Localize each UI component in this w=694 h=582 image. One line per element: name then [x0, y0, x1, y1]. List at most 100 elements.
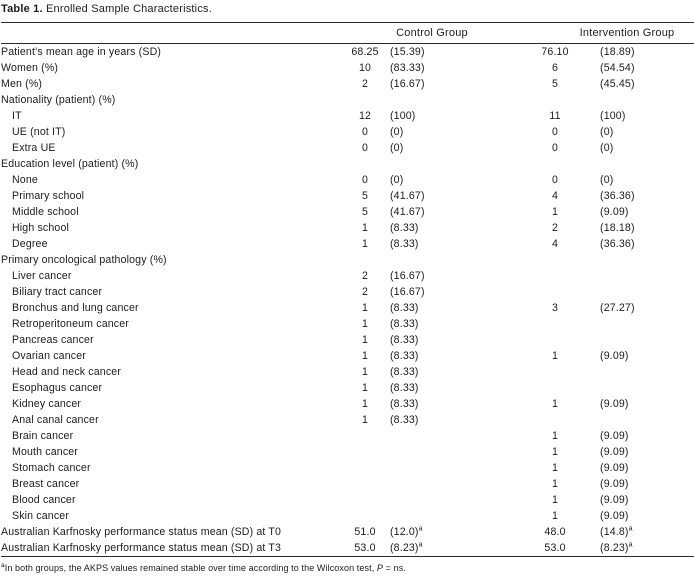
intervention-group-header: Intervention Group [510, 22, 694, 44]
cell-n1: 1 [361, 382, 369, 394]
row-label: IT [12, 110, 22, 122]
footnote-stat-symbol: P [376, 563, 384, 573]
cell-n2 [510, 252, 600, 268]
row-label: Primary oncological pathology (%) [1, 254, 167, 266]
cell-n1 [340, 92, 390, 108]
cell-p1: (8.33) [390, 350, 419, 362]
cell-n1 [340, 508, 390, 524]
cell-n1: 1 [361, 334, 369, 346]
row-label: Blood cancer [12, 494, 76, 506]
cell-n2: 76.10 [541, 46, 569, 58]
cell-p2 [600, 380, 694, 396]
cell-p2: (36.36) [600, 238, 635, 250]
cell-n2: 1 [551, 398, 559, 410]
cell-p1 [390, 476, 510, 492]
cell-n1 [340, 428, 390, 444]
cell-p1: (8.33) [390, 414, 419, 426]
row-label: Esophagus cancer [12, 382, 103, 394]
row-label: Biliary tract cancer [12, 286, 103, 298]
row-label: Men (%) [1, 78, 43, 90]
cell-n2: 0 [551, 126, 559, 138]
table-row: Australian Karfnosky performance status … [1, 540, 694, 557]
cell-n2 [510, 92, 600, 108]
row-label: None [12, 174, 38, 186]
cell-p1: (0) [390, 174, 404, 186]
row-label: Anal canal cancer [12, 414, 99, 426]
cell-n2: 5 [551, 78, 559, 90]
cell-p2 [600, 412, 694, 428]
cell-p1 [390, 428, 510, 444]
cell-p2: (0) [600, 142, 614, 154]
cell-n2 [510, 284, 600, 300]
cell-p1 [390, 444, 510, 460]
cell-p1: (83.33) [390, 62, 425, 74]
table-row: Degree 1 (8.33) 4 (36.36) [1, 236, 694, 252]
row-label: Women (%) [1, 62, 59, 74]
cell-p1 [390, 508, 510, 524]
row-label: Middle school [12, 206, 79, 218]
cell-p2: (9.09) [600, 478, 629, 490]
row-label: Head and neck cancer [12, 366, 122, 378]
table-row: Blood cancer 1 (9.09) [1, 492, 694, 508]
cell-p1: (41.67) [390, 190, 425, 202]
footnote-marker: a [628, 525, 633, 533]
cell-p1: (12.0)a [390, 525, 423, 538]
row-label: Degree [12, 238, 48, 250]
cell-p1: (100) [390, 110, 416, 122]
cell-n2 [510, 364, 600, 380]
footnote-marker: a [418, 541, 423, 549]
cell-p1: (8.33) [390, 302, 419, 314]
cell-p2 [600, 316, 694, 332]
row-label: Kidney cancer [12, 398, 82, 410]
cell-p2: (0) [600, 174, 614, 186]
cell-p1: (8.23)a [390, 541, 423, 554]
cell-n1: 5 [361, 206, 369, 218]
cell-n1: 2 [361, 78, 369, 90]
table-row: Biliary tract cancer 2 (16.67) [1, 284, 694, 300]
table-row: Skin cancer 1 (9.09) [1, 508, 694, 524]
cell-n2: 0 [551, 142, 559, 154]
cell-p1: (0) [390, 126, 404, 138]
cell-n1: 2 [361, 286, 369, 298]
cell-n2: 1 [551, 206, 559, 218]
table-row: Australian Karfnosky performance status … [1, 524, 694, 540]
cell-p1: (16.67) [390, 286, 425, 298]
cell-p1: (41.67) [390, 206, 425, 218]
cell-n1: 1 [361, 238, 369, 250]
cell-n1: 1 [361, 398, 369, 410]
cell-p1: (8.33) [390, 382, 419, 394]
table-row: Patient’s mean age in years (SD) 68.25 (15… [1, 44, 694, 61]
enrolled-sample-table: Control Group Intervention Group Patient… [1, 22, 694, 557]
cell-p2: (9.09) [600, 430, 629, 442]
cell-p1 [390, 252, 510, 268]
table-title: Table 1. Enrolled Sample Characteristics… [1, 3, 694, 15]
cell-p2: (9.09) [600, 494, 629, 506]
table-row: Mouth cancer 1 (9.09) [1, 444, 694, 460]
cell-p1 [390, 156, 510, 172]
cell-n2: 1 [551, 478, 559, 490]
cell-p2: (14.8)a [600, 525, 633, 538]
row-label: Ovarian cancer [12, 350, 86, 362]
footnote-text: In both groups, the AKPS values remained… [4, 563, 377, 573]
row-label: Education level (patient) (%) [1, 158, 139, 170]
row-label: Mouth cancer [12, 446, 78, 458]
control-group-header: Control Group [340, 22, 511, 44]
cell-n2: 1 [551, 430, 559, 442]
cell-n2: 1 [551, 494, 559, 506]
cell-n1: 5 [361, 190, 369, 202]
cell-n2: 48.0 [544, 526, 566, 538]
cell-p2: (27.27) [600, 302, 635, 314]
cell-p2: (18.18) [600, 222, 635, 234]
cell-p2: (8.23)a [600, 541, 633, 554]
row-label: UE (not IT) [12, 126, 66, 138]
cell-n2 [510, 332, 600, 348]
cell-p2 [600, 284, 694, 300]
cell-n2 [510, 268, 600, 284]
row-label: Retroperitoneum cancer [12, 318, 129, 330]
table-footnote: aIn both groups, the AKPS values remaine… [1, 562, 694, 574]
row-label: Nationality (patient) (%) [1, 94, 116, 106]
table-row: Extra UE 0 (0) 0 (0) [1, 140, 694, 156]
cell-n1: 0 [361, 142, 369, 154]
table-row: High school 1 (8.33) 2 (18.18) [1, 220, 694, 236]
table-row: UE (not IT) 0 (0) 0 (0) [1, 124, 694, 140]
